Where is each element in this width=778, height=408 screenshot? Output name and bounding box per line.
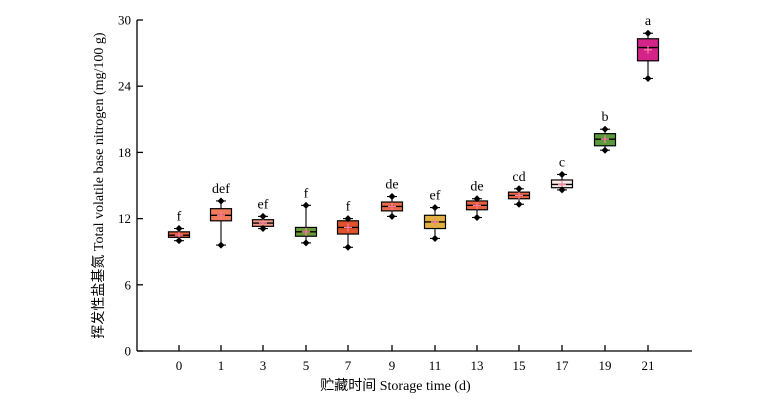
significance-label: cd — [512, 170, 525, 185]
significance-label: c — [559, 155, 565, 170]
x-tick-label: 9 — [389, 358, 396, 373]
box-11: ef — [423, 189, 447, 242]
min-point — [473, 213, 481, 221]
significance-label: f — [346, 200, 351, 215]
box-5: f — [294, 186, 318, 247]
x-tick-label: 13 — [471, 358, 484, 373]
box-9: de — [380, 178, 404, 220]
box-19: b — [593, 110, 617, 154]
x-tick-label: 3 — [260, 358, 267, 373]
min-point — [175, 237, 183, 245]
min-point — [388, 212, 396, 220]
y-axis-title: 挥发性盐基氮 Total volatile base nitrogen (mg/… — [90, 32, 107, 339]
significance-label: def — [212, 182, 230, 197]
min-point — [259, 225, 267, 233]
significance-label: de — [470, 180, 483, 195]
significance-label: a — [645, 14, 652, 29]
box-15: cd — [507, 170, 531, 208]
box-1: def — [209, 182, 233, 249]
box-7: f — [336, 200, 360, 251]
x-tick-label: 0 — [176, 358, 183, 373]
min-point — [344, 243, 352, 251]
max-point — [558, 170, 566, 178]
x-tick-label: 17 — [556, 358, 570, 373]
max-point — [515, 185, 523, 193]
max-point — [601, 125, 609, 133]
x-tick-label: 21 — [642, 358, 655, 373]
y-tick-label: 18 — [118, 145, 131, 160]
max-point — [644, 29, 652, 37]
max-point — [431, 204, 439, 212]
max-point — [259, 212, 267, 220]
x-tick-label: 1 — [218, 358, 225, 373]
significance-label: ef — [430, 189, 441, 204]
min-point — [601, 146, 609, 154]
x-tick-label: 7 — [345, 358, 352, 373]
max-point — [473, 195, 481, 203]
significance-label: f — [177, 210, 182, 225]
significance-label: de — [385, 178, 398, 193]
box-21: a — [636, 14, 660, 82]
min-point — [302, 239, 310, 247]
min-point — [217, 241, 225, 249]
min-point — [515, 200, 523, 208]
max-point — [302, 201, 310, 209]
y-tick-label: 0 — [125, 344, 132, 359]
box-3: ef — [251, 197, 275, 233]
x-tick-label: 11 — [429, 358, 442, 373]
y-tick-label: 6 — [125, 277, 132, 292]
max-point — [344, 215, 352, 223]
min-point — [431, 234, 439, 242]
y-tick-label: 30 — [118, 13, 131, 28]
box-13: de — [465, 180, 489, 221]
box-17: c — [550, 155, 574, 194]
significance-label: f — [304, 186, 309, 201]
min-point — [558, 186, 566, 194]
max-point — [217, 197, 225, 205]
y-tick-label: 24 — [118, 79, 132, 94]
x-tick-label: 19 — [599, 358, 612, 373]
x-tick-label: 15 — [513, 358, 526, 373]
max-point — [388, 193, 396, 201]
max-point — [175, 225, 183, 233]
x-axis-title: 贮藏时间 Storage time (d) — [320, 378, 471, 394]
box-0: f — [167, 210, 191, 245]
x-tick-label: 5 — [303, 358, 310, 373]
y-tick-label: 12 — [118, 211, 131, 226]
significance-label: ef — [258, 197, 269, 212]
boxes: f def ef f f de ef de cd c b a — [167, 14, 660, 251]
significance-label: b — [602, 110, 609, 125]
min-point — [644, 74, 652, 82]
